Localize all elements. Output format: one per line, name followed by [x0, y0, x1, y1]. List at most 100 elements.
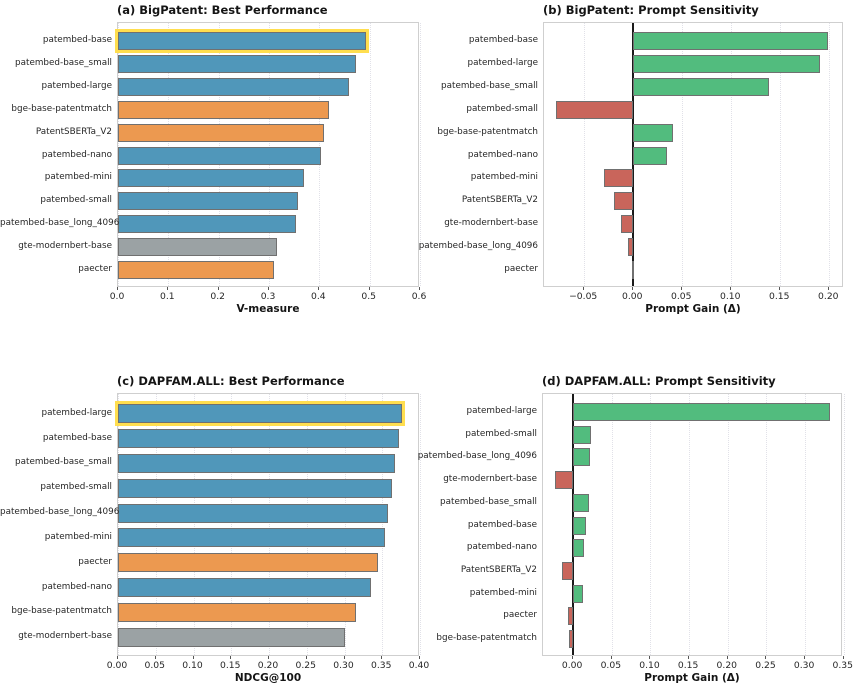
bar-paecter — [118, 261, 275, 279]
y-tick-label: patembed-large — [466, 406, 537, 416]
x-tick-mark — [217, 287, 219, 290]
y-tick-label: patembed-nano — [41, 582, 112, 592]
x-tick-mark — [167, 287, 169, 290]
x-tick-mark — [583, 287, 585, 290]
x-axis-label: NDCG@100 — [234, 672, 302, 684]
x-tick-mark — [230, 656, 232, 659]
y-tick-label: paecter — [503, 610, 537, 620]
bar-patembed-base_small — [118, 55, 356, 73]
x-tick-mark — [117, 287, 118, 290]
bar-patembed-large — [118, 78, 350, 96]
y-tick-label: patembed-base_small — [440, 497, 537, 507]
chart-title: (c) DAPFAM.ALL: Best Performance — [117, 374, 345, 388]
bar-patembed-base_small — [118, 454, 396, 473]
y-tick-label: paecter — [78, 264, 112, 274]
x-tick-mark — [688, 656, 690, 659]
plot-area — [543, 22, 843, 287]
x-tick-label: 0.05 — [600, 660, 622, 671]
x-tick-mark — [842, 656, 844, 659]
plot-area — [115, 393, 421, 656]
grid-line — [231, 394, 233, 655]
y-tick-label: patembed-large — [41, 408, 112, 418]
x-tick-label: 0.30 — [793, 660, 815, 671]
y-tick-label: paecter — [78, 557, 112, 567]
y-tick-label: paecter — [504, 264, 538, 274]
y-tick-label: patembed-small — [466, 104, 538, 114]
bar-patembed-nano — [118, 578, 371, 597]
x-tick-label: 0.05 — [144, 660, 165, 671]
x-tick-label: 0.25 — [755, 660, 776, 671]
grid-line — [780, 23, 782, 286]
bar-PatentSBERTa_V2 — [118, 124, 325, 142]
y-tick-label: patembed-large — [41, 81, 112, 91]
grid-line — [420, 23, 421, 286]
x-tick-mark — [681, 287, 683, 290]
bar-patembed-base_long_4096 — [573, 448, 591, 466]
grid-line — [193, 394, 195, 655]
bar-patembed-small — [118, 192, 299, 210]
x-tick-label: 0.15 — [769, 291, 790, 302]
y-tick-label: patembed-base — [42, 433, 112, 443]
bar-paecter — [118, 553, 379, 572]
y-tick-label: patembed-base — [42, 35, 112, 45]
x-tick-label: 0.15 — [677, 660, 699, 671]
x-tick-label: 0.3 — [260, 291, 276, 302]
bar-patembed-base_long_4096 — [118, 215, 297, 233]
bar-bge-base-patentmatch — [633, 124, 674, 142]
y-tick-label: patembed-small — [40, 195, 112, 205]
x-tick-label: 0.05 — [671, 291, 692, 302]
y-tick-label: patembed-mini — [44, 172, 112, 182]
grid-line — [766, 394, 768, 655]
x-tick-mark — [726, 656, 728, 659]
plot-area — [114, 22, 421, 287]
x-tick-label: −0.05 — [569, 291, 598, 302]
y-tick-label: patembed-base_small — [15, 58, 112, 68]
grid-line — [727, 394, 729, 655]
x-tick-mark — [343, 656, 345, 659]
x-tick-label: 0.10 — [639, 660, 660, 671]
x-tick-mark — [804, 656, 806, 659]
grid-line — [682, 23, 684, 286]
bar-gte-modernbert-base — [621, 215, 634, 233]
x-tick-mark — [730, 287, 732, 290]
y-tick-label: PatentSBERTa_V2 — [460, 565, 537, 575]
grid-line — [344, 394, 346, 655]
grid-line — [306, 394, 308, 655]
bar-patembed-base — [573, 517, 587, 535]
x-tick-label: 0.15 — [220, 660, 241, 671]
bar-patembed-large — [573, 403, 830, 421]
y-tick-label: patembed-nano — [466, 542, 537, 552]
bar-paecter — [632, 261, 635, 279]
y-tick-label: patembed-base — [468, 35, 538, 45]
plot-area — [542, 393, 845, 656]
y-tick-label: patembed-mini — [44, 532, 112, 542]
x-tick-mark — [305, 656, 307, 659]
x-tick-label: 0.10 — [720, 291, 741, 302]
y-tick-label: gte-modernbert-base — [443, 474, 537, 484]
x-tick-label: 0.4 — [311, 291, 326, 302]
grid-line — [805, 394, 807, 655]
y-tick-label: patembed-base_long_4096 — [0, 218, 120, 228]
bar-patembed-mini — [603, 169, 634, 187]
x-tick-mark — [419, 287, 420, 290]
bar-patembed-base_small — [573, 494, 590, 512]
bar-patembed-base — [633, 32, 829, 50]
bar-patembed-mini — [118, 528, 386, 547]
x-tick-label: 0.2 — [210, 291, 225, 302]
bar-patembed-nano — [118, 147, 322, 165]
y-tick-label: patembed-base_long_4096 — [0, 507, 120, 517]
grid-line — [369, 23, 371, 286]
bar-PatentSBERTa_V2 — [613, 192, 634, 210]
x-tick-mark — [117, 656, 118, 659]
bar-patembed-mini — [573, 585, 584, 603]
bar-patembed-nano — [633, 147, 667, 165]
x-tick-mark — [381, 656, 383, 659]
x-axis-label: Prompt Gain (Δ) — [645, 303, 741, 315]
y-tick-label: patembed-nano — [467, 150, 538, 160]
grid-line — [382, 394, 384, 655]
bar-patembed-base_long_4096 — [628, 238, 634, 256]
bar-paecter — [567, 607, 574, 625]
bar-patembed-mini — [118, 169, 305, 187]
x-tick-label: 0.00 — [106, 660, 128, 671]
y-tick-label: patembed-base_long_4096 — [418, 241, 538, 251]
